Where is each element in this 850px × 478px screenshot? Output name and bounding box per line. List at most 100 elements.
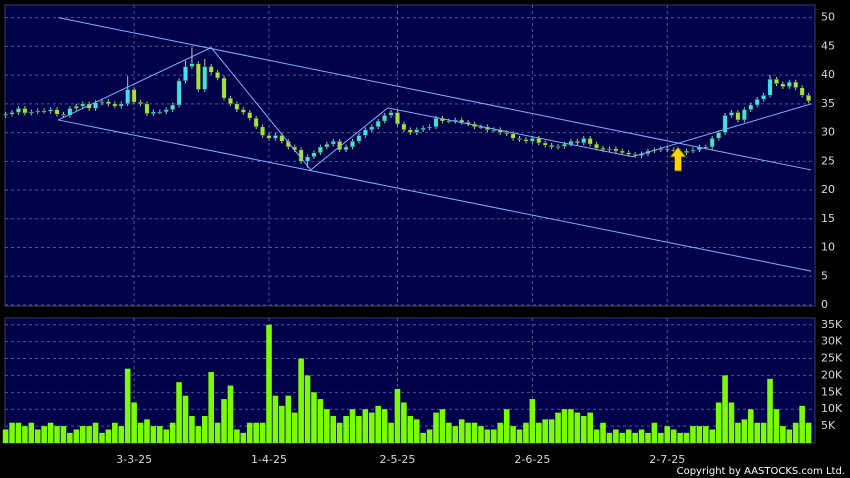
- y-tick-label: 15K: [821, 385, 843, 398]
- volume-bar: [767, 378, 773, 443]
- volume-bar: [555, 412, 561, 443]
- volume-bar: [388, 422, 394, 443]
- candle-body: [401, 123, 407, 130]
- trend-line: [58, 17, 812, 171]
- volume-bar: [368, 412, 375, 443]
- volume-bar: [214, 422, 221, 443]
- candle-body: [786, 81, 792, 87]
- volume-bar: [272, 395, 279, 443]
- candle-body: [600, 147, 606, 151]
- volume-bar: [741, 419, 748, 443]
- volume-bar: [760, 422, 767, 443]
- candle-body: [163, 109, 169, 113]
- candle-body: [395, 112, 400, 125]
- volume-bar: [503, 409, 510, 443]
- x-tick-label: 3-3-25: [116, 453, 152, 466]
- candle-body: [407, 129, 413, 133]
- candle-body: [330, 140, 336, 145]
- volume-bar: [381, 409, 388, 443]
- volume-bar: [324, 409, 330, 443]
- volume-bar: [471, 422, 478, 443]
- volume-bar: [593, 429, 600, 443]
- y-tick-label: 5K: [821, 419, 836, 432]
- candle-body: [729, 112, 734, 116]
- candle-body: [613, 148, 619, 152]
- volume-bar: [343, 415, 349, 443]
- candle-body: [446, 120, 452, 123]
- candle-body: [189, 63, 195, 67]
- volume-bar: [304, 375, 311, 443]
- y-tick-label: 20: [821, 183, 835, 196]
- volume-bar: [561, 409, 568, 443]
- y-tick-label: 0: [821, 298, 828, 311]
- candle-body: [510, 133, 516, 139]
- candle-body: [35, 110, 41, 113]
- volume-bar: [786, 429, 793, 443]
- volume-bar: [163, 429, 170, 443]
- copyright: Copyright by AASTOCKS.com Ltd.: [677, 466, 845, 477]
- volume-bar: [568, 409, 574, 443]
- volume-bar: [99, 432, 105, 443]
- candle-body: [150, 111, 156, 114]
- volume-bar: [542, 419, 549, 443]
- candle-body: [767, 78, 773, 96]
- y-tick-label: 25: [821, 154, 835, 167]
- candle-body: [112, 103, 118, 107]
- trend-line: [58, 119, 812, 272]
- candle-body: [369, 126, 375, 130]
- volume-bar: [266, 324, 272, 443]
- candle-body: [356, 135, 362, 142]
- y-tick-label: 10: [821, 241, 835, 254]
- x-tick-label: 2-7-25: [649, 453, 685, 466]
- volume-bar: [670, 429, 677, 443]
- candle-body: [48, 109, 54, 112]
- volume-bar: [34, 429, 41, 443]
- volume-bar: [182, 395, 189, 443]
- candle-body: [215, 71, 221, 79]
- y-tick-label: 30: [821, 126, 835, 139]
- volume-bar: [105, 429, 112, 443]
- volume-bar: [645, 432, 651, 443]
- volume-bar: [619, 432, 626, 443]
- candle-body: [594, 143, 600, 149]
- candle-body: [626, 152, 632, 155]
- candle-body: [67, 108, 73, 116]
- candle-body: [761, 94, 767, 100]
- volume-bar: [613, 429, 619, 443]
- candle-body: [562, 143, 567, 147]
- candle-body: [799, 87, 805, 96]
- volume-bar: [144, 419, 150, 443]
- candle-body: [195, 63, 201, 90]
- candle-body: [272, 135, 278, 139]
- candle-body: [414, 129, 420, 133]
- volume-bar: [439, 409, 446, 443]
- volume-bar: [112, 422, 118, 443]
- y-tick-label: 45: [821, 39, 835, 52]
- candle-body: [28, 111, 34, 114]
- candle-body: [780, 83, 786, 87]
- volume-bar: [452, 426, 459, 443]
- volume-bar: [580, 415, 587, 443]
- candle-body: [285, 140, 291, 148]
- candle-body: [9, 112, 15, 115]
- volume-bar: [677, 432, 683, 443]
- volume-bar: [60, 426, 67, 443]
- y-tick-label: 35: [821, 97, 835, 110]
- volume-bar: [446, 422, 452, 443]
- candle-body: [16, 108, 21, 113]
- candle-body: [240, 109, 246, 113]
- volume-bar: [330, 415, 337, 443]
- volume-bar: [754, 422, 760, 443]
- candle-body: [343, 146, 349, 151]
- volume-bar: [780, 426, 786, 443]
- candle-body: [99, 101, 105, 104]
- volume-bar: [394, 388, 401, 443]
- candle-body: [228, 97, 233, 105]
- candle-body: [317, 146, 323, 153]
- volume-bar: [131, 402, 137, 443]
- volume-bar: [317, 399, 324, 443]
- candle-body: [806, 94, 812, 102]
- candle-body: [41, 110, 47, 113]
- volume-bar: [478, 426, 484, 443]
